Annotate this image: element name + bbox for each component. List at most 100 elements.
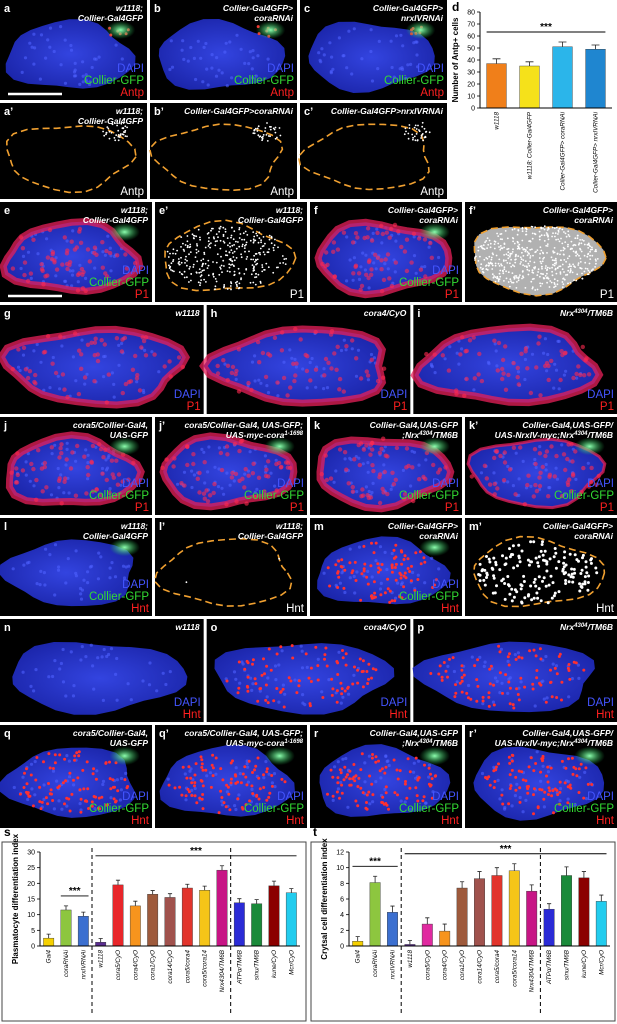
nucleus: [67, 491, 71, 495]
stain-dot: [429, 783, 433, 787]
stain-dot: [509, 255, 511, 258]
panel-letter: j: [3, 420, 7, 432]
stain-dot: [176, 355, 182, 360]
stain-dot: [497, 278, 500, 281]
stain-label: Collier-GFP: [384, 75, 444, 87]
nucleus: [44, 56, 48, 60]
stain-dot: [29, 461, 34, 467]
stain-dot: [497, 762, 500, 766]
nucleus: [19, 266, 23, 271]
stain-dot: [59, 451, 64, 456]
stain-dot: [126, 477, 131, 482]
nucleus: [374, 559, 378, 563]
stain-dot: [511, 703, 515, 707]
stain-dot: [68, 466, 74, 471]
genotype-part: /TM6B: [587, 622, 614, 632]
stain-dot: [50, 361, 55, 366]
stain-dot: [584, 565, 588, 569]
nucleus: [269, 471, 273, 475]
genotype: coraRNAi: [574, 215, 613, 225]
stain-dot: [379, 258, 384, 263]
stain-dot: [488, 667, 492, 671]
nucleus: [101, 779, 106, 784]
stain-dot: [565, 274, 567, 276]
nucleus: [191, 778, 195, 782]
stain-dot: [207, 240, 210, 243]
stain-dot: [235, 257, 238, 259]
stain-dot: [499, 248, 502, 251]
stain-dot: [503, 268, 506, 271]
stain-dot: [529, 257, 532, 259]
stain-dot: [370, 440, 375, 446]
stain-dot: [61, 781, 65, 785]
nucleus: [277, 663, 281, 667]
nucleus: [250, 360, 255, 364]
stain-dot: [567, 269, 570, 272]
stain-dot: [484, 776, 488, 780]
nucleus: [24, 460, 28, 464]
nucleus: [266, 676, 270, 680]
nucleus: [27, 560, 31, 565]
stain-dot: [268, 791, 272, 795]
nucleus: [57, 799, 61, 803]
bar: [77, 916, 89, 947]
stain-dot: [375, 378, 381, 384]
genotype: Collier-Gal4GFP>: [388, 521, 458, 531]
stain-dot: [308, 378, 313, 383]
stain-dot: [336, 571, 340, 575]
stain-dot: [557, 590, 561, 594]
nucleus: [424, 458, 428, 462]
stain-dot: [551, 581, 555, 585]
bar: [508, 870, 520, 947]
stain-dot: [522, 255, 525, 257]
nucleus: [38, 77, 43, 81]
stain-dot: [360, 487, 365, 492]
panel-letter: m’: [469, 521, 482, 533]
stain-dot: [574, 661, 578, 665]
stain-dot: [537, 483, 543, 489]
stain-dot: [257, 134, 260, 137]
nucleus: [234, 677, 238, 681]
stain-dot: [197, 470, 202, 476]
stain-label: Collier-GFP: [244, 803, 304, 815]
stain-dot: [390, 570, 394, 574]
stain-dot: [251, 461, 256, 466]
stain-dot: [114, 139, 117, 142]
stain-dot: [583, 243, 586, 246]
nucleus: [115, 778, 119, 782]
stain-dot: [512, 566, 516, 570]
stain-dot: [279, 348, 285, 353]
stain-dot: [262, 236, 265, 238]
stain-dot: [186, 246, 189, 249]
stain-dot: [254, 260, 256, 263]
stain-dot: [494, 563, 498, 567]
nucleus: [45, 237, 49, 241]
stain-dot: [393, 260, 398, 265]
stain-dot: [194, 762, 198, 766]
stain-dot: [532, 447, 538, 452]
stain-dot: [513, 242, 516, 245]
stain-dot: [576, 364, 581, 369]
stain-dot: [579, 261, 582, 263]
stain-dot: [371, 753, 374, 756]
nucleus: [194, 77, 198, 82]
stain-dot: [497, 242, 500, 245]
stain-dot: [252, 241, 255, 244]
genotype: Collier-Gal4GFP: [83, 531, 149, 541]
stain-dot: [356, 681, 360, 685]
nucleus: [42, 571, 47, 575]
tissue: [5, 19, 136, 89]
nucleus: [273, 664, 278, 668]
y-tick-label: 40: [467, 58, 475, 65]
tissue: [214, 643, 395, 715]
bar: [268, 885, 280, 947]
stain-dot: [174, 252, 177, 255]
stain-dot: [267, 353, 273, 358]
stain-dot: [222, 801, 226, 805]
stain-dot: [516, 240, 519, 243]
nucleus: [332, 480, 336, 484]
stain-dot: [344, 775, 348, 779]
stain-dot: [120, 390, 126, 396]
nucleus: [121, 564, 126, 568]
stain-dot: [503, 246, 505, 249]
